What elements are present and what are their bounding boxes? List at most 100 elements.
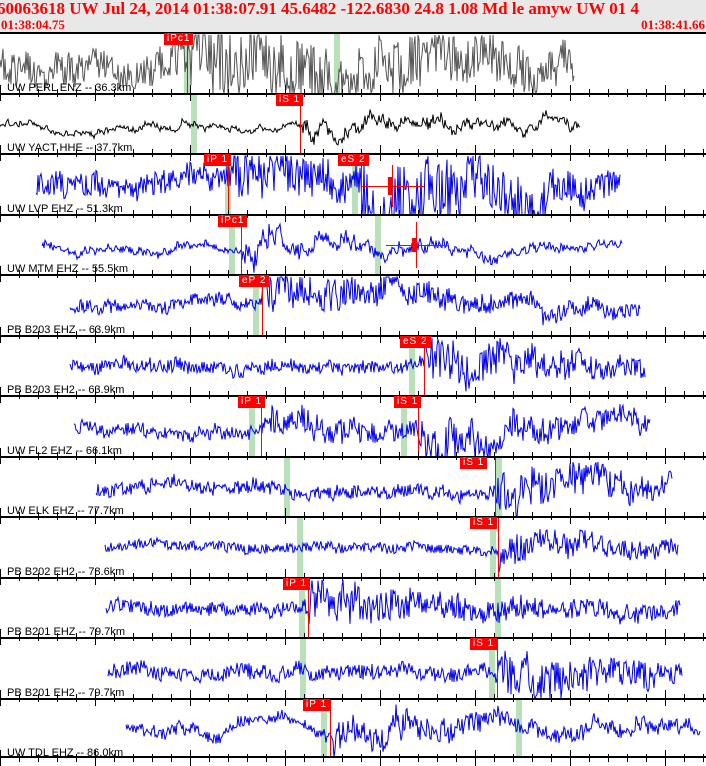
trace-plot-area[interactable] (0, 155, 706, 214)
channel-label: UW MTM EHZ -- 55.5km (7, 263, 128, 275)
pick-phase-label[interactable]: eP 2 (239, 275, 270, 287)
minor-tick (627, 210, 628, 215)
major-tick (380, 636, 381, 645)
major-tick (570, 515, 571, 524)
pick-phase-label[interactable]: iPc1 (164, 33, 194, 45)
pick-phase-label[interactable]: iS 1 (470, 638, 498, 650)
pick-marker-line[interactable] (418, 397, 419, 456)
minor-tick (494, 633, 495, 638)
major-tick (570, 92, 571, 101)
minor-tick (171, 391, 172, 396)
trace-panel[interactable]: iS 1 PB B201 EH2 -- 79.7km (0, 637, 706, 706)
pick-marker-line[interactable] (300, 95, 301, 153)
pick-phase-label[interactable]: iS 1 (394, 396, 422, 408)
minor-tick (399, 573, 400, 578)
trace-plot-area[interactable] (0, 216, 706, 274)
trace-plot-area[interactable] (0, 276, 706, 335)
minor-tick (418, 391, 419, 396)
pick-marker-line[interactable] (330, 700, 331, 758)
trace-panel[interactable]: eP 2 PB B203 EHZ -- 63.9km (0, 274, 706, 343)
trace-panel[interactable]: iS 1 UW ELK EHZ -- 77.7km (0, 456, 706, 524)
trace-plot-area[interactable] (0, 700, 706, 758)
pick-marker-line[interactable] (361, 155, 362, 214)
minor-tick (532, 694, 533, 699)
major-tick (285, 334, 286, 343)
major-tick (475, 576, 476, 585)
trace-plot-area[interactable] (0, 639, 706, 698)
pick-marker-line[interactable] (261, 397, 262, 456)
pick-marker-line[interactable] (498, 518, 499, 577)
minor-tick (152, 633, 153, 638)
trace-plot-area[interactable] (0, 397, 706, 456)
trace-panel[interactable]: iP 1 UW TDL EHZ -- 86.0km (0, 698, 706, 766)
minor-tick (209, 331, 210, 336)
pick-marker-line[interactable] (495, 458, 496, 516)
trace-plot-area[interactable] (0, 337, 706, 395)
pick-marker-line[interactable] (187, 34, 188, 93)
minor-tick (684, 512, 685, 517)
minor-tick (228, 149, 229, 154)
minor-tick (38, 573, 39, 578)
pick-phase-label[interactable]: iPc1 (218, 215, 248, 227)
minor-tick (437, 89, 438, 94)
minor-tick (456, 149, 457, 154)
trace-panel-stack[interactable]: iPc1 UW PERL ENZ -- 36.3km iS 1 UW YACT HHE… (0, 32, 706, 766)
amplitude-marker[interactable] (0, 155, 706, 214)
minor-tick (399, 270, 400, 275)
minor-tick (418, 633, 419, 638)
trace-panel[interactable]: iPc1 UW PERL ENZ -- 36.3km (0, 32, 706, 101)
minor-tick (361, 210, 362, 215)
minor-tick (589, 633, 590, 638)
pick-phase-label[interactable]: iP 1 (283, 578, 311, 590)
trace-panel[interactable]: iPc1 UW MTM EHZ -- 55.5km (0, 214, 706, 282)
trace-plot-area[interactable] (0, 518, 706, 577)
major-tick (285, 697, 286, 706)
pick-window-band (249, 397, 255, 456)
minor-tick (399, 331, 400, 336)
pick-marker-line[interactable] (308, 579, 309, 637)
pick-marker-line[interactable] (241, 216, 242, 274)
pick-marker-line[interactable] (424, 337, 425, 395)
pick-phase-label[interactable]: eS 2 (400, 336, 431, 348)
trace-panel[interactable]: eS 2 PB B203 EH2 -- 63.9km (0, 335, 706, 403)
pick-marker-line[interactable] (262, 276, 263, 335)
pick-phase-label[interactable]: iP 1 (238, 396, 266, 408)
waveform-trace (35, 155, 621, 214)
minor-tick (608, 633, 609, 638)
major-tick (95, 266, 96, 275)
pick-phase-label[interactable]: iP 1 (303, 699, 331, 711)
trace-plot-area[interactable] (0, 95, 706, 153)
amplitude-marker[interactable] (0, 216, 706, 274)
trace-panel[interactable]: iP 1 eS 2 UW LVP EHZ -- 51.3km (0, 153, 706, 222)
pick-phase-label[interactable]: eS 2 (338, 154, 369, 166)
minor-tick (703, 633, 704, 638)
trace-panel[interactable]: iS 1 UW YACT HHE -- 37.7km (0, 93, 706, 161)
minor-tick (456, 391, 457, 396)
trace-plot-area[interactable] (0, 34, 706, 93)
major-tick (380, 334, 381, 343)
major-tick (0, 92, 1, 101)
trace-panel[interactable]: iP 1 PB B201 EHZ -- 79.7km (0, 577, 706, 645)
window-start-time: 01:38:04.75 (1, 17, 65, 32)
major-tick (665, 85, 666, 94)
pick-phase-label[interactable]: iS 1 (276, 94, 304, 106)
pick-window-band (375, 216, 381, 274)
trace-panel[interactable]: iP 1 iS 1 UW FL2 EHZ -- 66.1km (0, 395, 706, 464)
major-tick (475, 273, 476, 282)
trace-panel[interactable]: iS 1 PB B202 EH2 -- 78.6km (0, 516, 706, 585)
channel-label: PB B201 EH2 -- 79.7km (7, 687, 125, 699)
trace-plot-area[interactable] (0, 458, 706, 516)
major-tick (475, 569, 476, 578)
pick-phase-label[interactable]: iP 1 (204, 154, 232, 166)
major-tick (95, 515, 96, 524)
minor-tick (114, 89, 115, 94)
pick-phase-label[interactable]: iS 1 (470, 517, 498, 529)
minor-tick (209, 512, 210, 517)
pick-marker-line[interactable] (497, 639, 498, 698)
pick-phase-label[interactable]: iS 1 (460, 457, 488, 469)
minor-tick (494, 270, 495, 275)
pick-marker-line[interactable] (228, 155, 229, 214)
major-tick (475, 387, 476, 396)
trace-plot-area[interactable] (0, 579, 706, 637)
channel-label: UW YACT HHE -- 37.7km (7, 142, 133, 154)
